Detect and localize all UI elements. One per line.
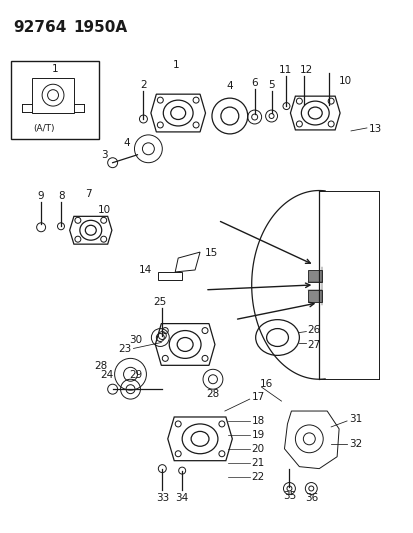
- Text: 1950A: 1950A: [73, 20, 127, 35]
- Text: 1: 1: [173, 60, 179, 70]
- Bar: [32, 78, 74, 112]
- Text: 33: 33: [155, 494, 169, 504]
- Text: 1: 1: [52, 64, 58, 74]
- Text: 25: 25: [153, 297, 166, 307]
- Text: 22: 22: [251, 472, 264, 482]
- Text: 32: 32: [348, 439, 361, 449]
- Text: 12: 12: [299, 66, 312, 75]
- Text: 28: 28: [94, 361, 107, 372]
- Text: 20: 20: [251, 444, 264, 454]
- Text: (A/T): (A/T): [33, 124, 55, 133]
- Text: 11: 11: [278, 66, 292, 75]
- Text: 24: 24: [100, 370, 113, 380]
- Text: 4: 4: [226, 81, 233, 91]
- Text: 16: 16: [259, 379, 272, 389]
- Text: 18: 18: [251, 416, 264, 426]
- Text: 4: 4: [123, 138, 130, 148]
- Text: 26: 26: [306, 325, 320, 335]
- Text: 29: 29: [128, 370, 142, 380]
- Text: 31: 31: [348, 414, 361, 424]
- Text: 34: 34: [175, 494, 188, 504]
- Text: 10: 10: [98, 205, 111, 215]
- Text: 14: 14: [139, 265, 152, 275]
- Text: 7: 7: [85, 190, 92, 199]
- Text: 35: 35: [282, 491, 295, 502]
- Text: 8: 8: [59, 191, 65, 201]
- Text: 9: 9: [38, 191, 44, 201]
- Text: 2: 2: [140, 80, 146, 90]
- Text: 36: 36: [304, 494, 317, 504]
- Text: 10: 10: [338, 76, 351, 86]
- Text: 30: 30: [129, 335, 142, 344]
- Bar: [308, 270, 321, 282]
- Text: 13: 13: [368, 124, 381, 134]
- Text: 19: 19: [251, 430, 264, 440]
- Text: 5: 5: [268, 80, 274, 90]
- Text: 15: 15: [204, 248, 218, 258]
- Text: 28: 28: [206, 389, 219, 399]
- Text: 17: 17: [251, 392, 264, 402]
- Bar: [308, 290, 321, 302]
- Bar: [11, 61, 98, 139]
- Text: 27: 27: [306, 341, 320, 351]
- Text: 3: 3: [101, 150, 108, 160]
- Text: 21: 21: [251, 458, 264, 467]
- Text: 92764: 92764: [13, 20, 66, 35]
- Text: 6: 6: [251, 78, 257, 88]
- Text: 23: 23: [118, 344, 131, 354]
